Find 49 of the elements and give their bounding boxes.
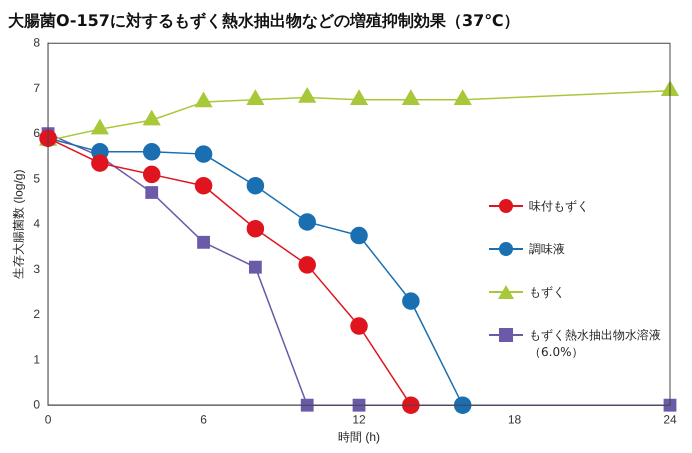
point bbox=[298, 213, 316, 231]
x-tick-label: 0 bbox=[44, 412, 52, 427]
point bbox=[246, 176, 264, 194]
x-tick-label: 24 bbox=[663, 412, 677, 427]
point bbox=[91, 119, 108, 134]
y-tick-label: 8 bbox=[33, 36, 40, 50]
point bbox=[145, 186, 158, 199]
x-tick-label: 6 bbox=[200, 412, 208, 427]
point bbox=[454, 396, 472, 414]
y-axis-title: 生存大腸菌数 (log/g) bbox=[12, 170, 26, 279]
x-tick-label: 12 bbox=[352, 412, 366, 427]
point bbox=[142, 143, 160, 161]
legend-label: もずく bbox=[529, 284, 565, 301]
point bbox=[194, 145, 212, 163]
point bbox=[194, 176, 212, 194]
point bbox=[197, 236, 210, 249]
point bbox=[402, 90, 420, 106]
point bbox=[248, 260, 262, 274]
y-tick-label: 5 bbox=[33, 171, 40, 186]
point bbox=[143, 110, 160, 126]
legend-label: 調味液 bbox=[529, 241, 565, 258]
point bbox=[350, 90, 368, 106]
y-tick-label: 4 bbox=[33, 216, 40, 231]
y-tick-label: 1 bbox=[33, 352, 40, 366]
point bbox=[142, 166, 160, 184]
point bbox=[664, 398, 676, 412]
point bbox=[454, 90, 472, 106]
point bbox=[402, 396, 420, 414]
y-tick-label: 2 bbox=[33, 307, 40, 322]
legend-label: もずく熱水抽出物水溶液（6.0%） bbox=[529, 327, 662, 361]
y-tick-label: 0 bbox=[33, 398, 40, 412]
x-axis-title: 時間 (h) bbox=[338, 430, 380, 444]
y-tick-label: 7 bbox=[33, 80, 40, 95]
point bbox=[352, 398, 366, 412]
point bbox=[195, 92, 212, 108]
x-tick-label: 18 bbox=[508, 412, 522, 427]
point bbox=[350, 226, 368, 244]
point bbox=[246, 90, 264, 106]
point bbox=[91, 154, 109, 172]
y-tick-label: 6 bbox=[33, 126, 40, 140]
point bbox=[298, 256, 316, 274]
y-tick-label: 3 bbox=[33, 262, 40, 276]
point bbox=[350, 317, 368, 335]
point bbox=[402, 292, 420, 310]
chart-title: 大腸菌O-157に対するもずく熱水抽出物などの増殖抑制効果（37℃） bbox=[8, 10, 520, 30]
legend-label: 味付もずく bbox=[529, 198, 589, 215]
point bbox=[246, 220, 264, 238]
point bbox=[661, 80, 679, 96]
point bbox=[298, 88, 316, 103]
